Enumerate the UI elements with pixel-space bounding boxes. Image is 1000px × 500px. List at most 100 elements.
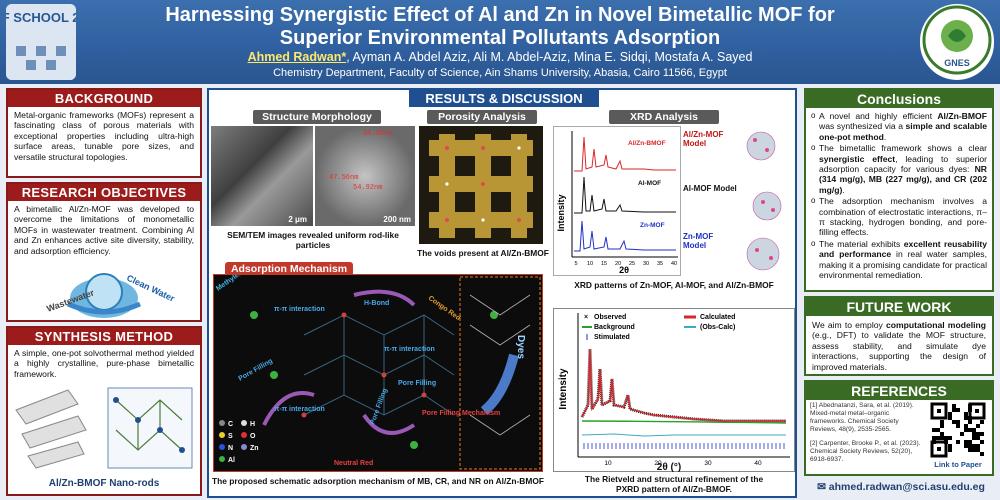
qr-module: [968, 420, 972, 424]
qr-link-label[interactable]: Link to Paper: [934, 460, 982, 469]
xrd-legend-zn: Zn-MOF: [640, 222, 665, 229]
email-line: ✉ ahmed.radwan@sci.asu.edu.eg: [808, 478, 994, 496]
conclusion-bold2: simple and scalable one-pot method: [819, 121, 988, 142]
label-pipi-1: π-π interaction: [274, 306, 325, 313]
qr-module: [952, 408, 956, 412]
qr-module: [980, 432, 984, 436]
riet-background-line: [581, 420, 787, 424]
qr-module: [972, 448, 976, 452]
legend-h: H: [250, 421, 255, 428]
qr-module: [940, 436, 944, 440]
qr-module: [940, 420, 944, 424]
qr-module: [948, 412, 952, 416]
qr-module: [964, 440, 968, 444]
riet-legend-background: Background: [594, 324, 635, 331]
qr-module: [956, 420, 960, 424]
legend-s: S: [228, 433, 233, 440]
model-zn-label: Zn-MOF Model: [683, 232, 714, 250]
xrd-y-label: Intensity: [556, 194, 566, 231]
qr-module: [976, 424, 980, 428]
qr-module: [972, 428, 976, 432]
conclusions-panel: Conclusions A novel and highly efficient…: [804, 88, 994, 292]
xrd-x-tick: 40: [671, 261, 677, 267]
xrd-x-tick: 15: [601, 261, 607, 267]
sem-image: 2 μm: [211, 126, 313, 226]
conclusion-item: A novel and highly efficient Al/Zn-BMOF …: [811, 111, 987, 142]
references-panel: REFERENCES [1] Abednatanzi, Sara, et al.…: [804, 380, 994, 476]
title-line-2: Superior Environmental Pollutants Adsorp…: [279, 27, 721, 49]
porosity-caption: The voids present at Al/Zn-BMOF: [417, 248, 549, 258]
riet-x-tick: 30: [704, 460, 712, 467]
xrd-line-al: [574, 176, 676, 214]
riet-stimulated-marks: [583, 443, 785, 449]
gnes-logo: GNES: [920, 4, 994, 80]
label-pipi-3: π-π interaction: [274, 406, 325, 413]
model-al-label: Al-MOF Model: [683, 184, 737, 193]
structure-caption: SEM/TEM images revealed uniform rod-like…: [227, 230, 399, 250]
main-author: Ahmed Radwan*: [247, 50, 347, 64]
qr-module: [968, 408, 972, 412]
qr-module: [972, 432, 976, 436]
future-work-text: We aim to employ computational modeling …: [806, 316, 992, 376]
qr-module: [932, 436, 936, 440]
qr-module: [976, 436, 980, 440]
rietveld-caption-line-1: The Rietveld and structural refinement o…: [584, 474, 764, 484]
title-line-1: Harnessing Synergistic Effect of Al and …: [165, 4, 835, 26]
xrd-x-tick: 10: [587, 261, 593, 267]
conclusion-bold: Al/Zn-BMOF: [937, 111, 987, 121]
porosity-image: [419, 126, 543, 244]
tem-measure-3: 54.92nm: [353, 184, 383, 192]
qr-module: [948, 436, 952, 440]
qr-module: [940, 424, 944, 428]
qr-code[interactable]: [930, 402, 986, 458]
objectives-panel: RESEARCH OBJECTIVES A bimetallic Al/Zn-M…: [6, 182, 202, 322]
qr-module: [980, 440, 984, 444]
conclusion-bold: synergistic effect: [819, 153, 896, 164]
model-alzn-label: Al/Zn-MOF Model: [683, 130, 724, 148]
qr-module: [980, 452, 984, 456]
conclusions-heading: Conclusions: [806, 90, 992, 108]
xrd-caption: XRD patterns of Zn-MOF, Al-MOF, and Al/Z…: [574, 280, 774, 290]
qr-module: [952, 404, 956, 408]
reference-2: [2] Carpenter, Brooke P., et al. (2023).…: [810, 440, 921, 463]
qr-module: [976, 432, 980, 436]
label-pore-filling-2: Pore Filling: [398, 380, 436, 387]
email-icon: ✉: [817, 481, 829, 493]
conclusion-pre: The adsorption mechanism involves a comb…: [819, 196, 987, 238]
qr-module: [968, 448, 972, 452]
riet-legend-stimulated: Stimulated: [594, 334, 630, 341]
email-address[interactable]: ahmed.radwan@sci.asu.edu.eg: [828, 481, 985, 493]
qr-module: [944, 436, 948, 440]
results-heading: RESULTS & DISCUSSION: [409, 90, 599, 107]
conclusion-mid: was synthesized via a: [819, 121, 906, 132]
conclusion-mid: , leading to superior adsorption capacit…: [819, 153, 987, 175]
qr-module: [972, 444, 976, 448]
xrd-legend-al: Al-MOF: [638, 180, 661, 187]
qr-module: [956, 440, 960, 444]
tem-scale-label: 200 nm: [383, 215, 411, 224]
poster-title: Harnessing Synergistic Effect of Al and …: [90, 4, 910, 50]
references-heading: REFERENCES: [806, 382, 992, 400]
qr-module: [964, 428, 968, 432]
tem-measure-1: 34.88nm: [363, 130, 393, 138]
riet-x-tick: 20: [654, 460, 662, 467]
label-neutral-red: Neutral Red: [334, 460, 373, 467]
qr-module: [964, 424, 968, 428]
label-pipi-2: π-π interaction: [384, 346, 435, 353]
conclusion-post: .: [842, 184, 845, 195]
qr-module: [956, 424, 960, 428]
future-post: (e.g., DFT) to validate the MOF structur…: [812, 330, 986, 372]
xrd-x-label: 2θ: [619, 265, 629, 275]
qr-module: [964, 412, 968, 416]
qr-module: [948, 444, 952, 448]
conclusion-mid: in real water samples, making it a promi…: [819, 249, 987, 281]
conclusion-bold: excellent reusability and performance: [819, 238, 987, 260]
label-pore-filling-mechanism: Pore Filling Mechanism: [422, 410, 500, 417]
xrd-heading: XRD Analysis: [609, 110, 719, 124]
results-panel: RESULTS & DISCUSSION Structure Morpholog…: [207, 88, 797, 498]
conclusion-item: The bimetallic framework shows a clear s…: [811, 143, 987, 195]
conclusion-pre: The material exhibits: [819, 238, 904, 249]
synthesis-text: A simple, one-pot solvothermal method yi…: [14, 348, 194, 379]
